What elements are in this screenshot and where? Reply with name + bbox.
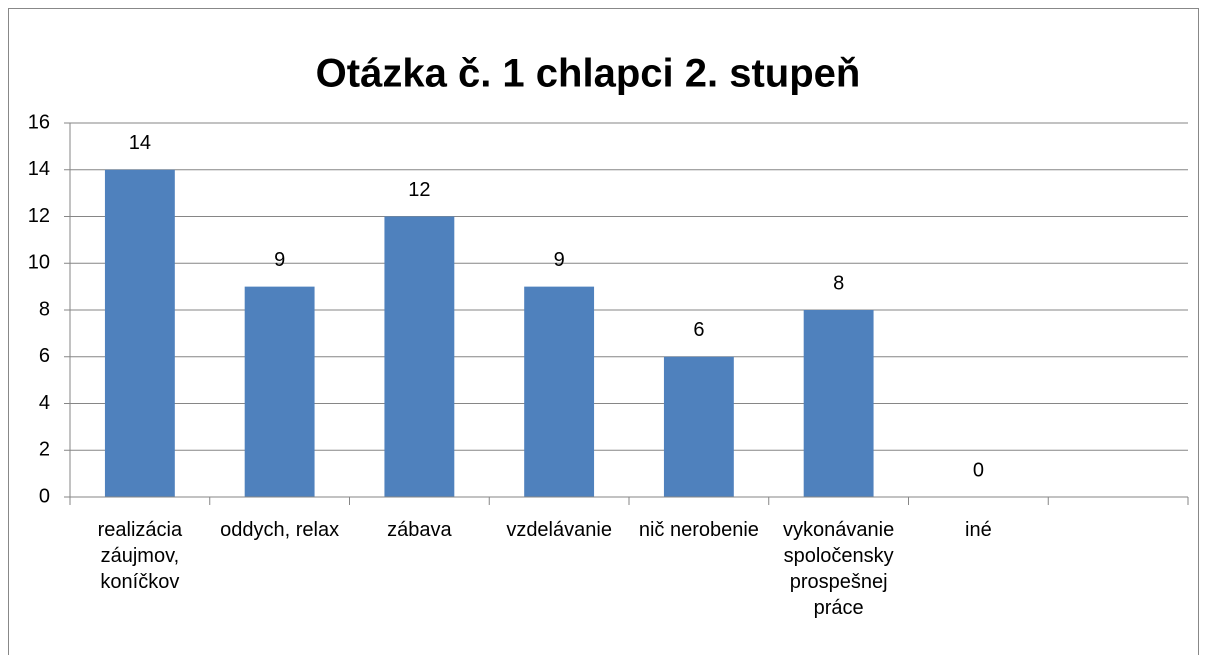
- x-tick-label: realizácia záujmov, koníčkov: [97, 519, 183, 593]
- data-label: 6: [693, 319, 704, 341]
- y-tick-label: 6: [39, 345, 50, 367]
- data-label: 12: [408, 179, 430, 201]
- y-tick-label: 2: [39, 439, 50, 461]
- x-tick-label: vykonávanie spoločensky prospešnej práce: [783, 519, 895, 619]
- y-tick-label: 0: [39, 485, 50, 507]
- bar: [104, 169, 175, 497]
- data-label: 0: [973, 459, 984, 481]
- data-label: 9: [274, 249, 285, 271]
- bar: [803, 310, 874, 497]
- x-tick-label: oddych, relax: [220, 519, 340, 541]
- x-tick-label: zábava: [387, 519, 452, 541]
- bar: [384, 216, 455, 497]
- y-tick-label: 14: [28, 158, 50, 180]
- bar: [524, 286, 595, 497]
- y-tick-label: 8: [39, 298, 50, 320]
- x-tick-label: iné: [965, 519, 992, 541]
- chart-title: Otázka č. 1 chlapci 2. stupeň: [316, 52, 861, 96]
- chart-frame: [8, 8, 1199, 655]
- data-label: 9: [554, 249, 565, 271]
- bar: [244, 286, 315, 497]
- data-label: 14: [129, 132, 151, 154]
- y-tick-label: 4: [39, 392, 50, 414]
- y-tick-label: 16: [28, 111, 50, 133]
- x-tick-label: nič nerobenie: [638, 519, 759, 541]
- bar: [663, 356, 734, 497]
- y-tick-label: 12: [28, 205, 50, 227]
- x-tick-label: vzdelávanie: [506, 519, 612, 541]
- y-tick-label: 10: [28, 252, 50, 274]
- data-label: 8: [833, 272, 844, 294]
